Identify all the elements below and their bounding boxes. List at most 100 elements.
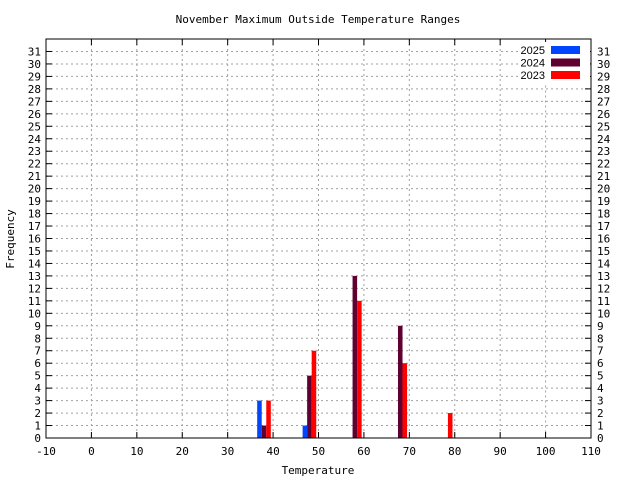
y-tick-label-right: 28 bbox=[597, 83, 610, 96]
y-tick-label-right: 20 bbox=[597, 183, 610, 196]
x-tick-label: 60 bbox=[357, 445, 370, 458]
y-tick-label-right: 21 bbox=[597, 170, 610, 183]
y-tick-label-left: 22 bbox=[28, 158, 41, 171]
y-tick-label-right: 4 bbox=[597, 382, 604, 395]
x-axis-label: Temperature bbox=[282, 464, 355, 477]
y-tick-label-left: 16 bbox=[28, 233, 41, 246]
y-tick-label-left: 21 bbox=[28, 170, 41, 183]
y-tick-label-right: 19 bbox=[597, 195, 610, 208]
legend-label-2023: 2023 bbox=[521, 70, 545, 82]
y-tick-label-right: 22 bbox=[597, 158, 610, 171]
y-tick-label-left: 25 bbox=[28, 120, 41, 133]
y-tick-label-right: 16 bbox=[597, 233, 610, 246]
y-tick-label-right: 9 bbox=[597, 320, 604, 333]
y-tick-label-right: 31 bbox=[597, 45, 610, 58]
y-tick-label-right: 24 bbox=[597, 133, 611, 146]
x-tick-label: 0 bbox=[88, 445, 95, 458]
x-tick-label: 50 bbox=[312, 445, 325, 458]
bars bbox=[257, 275, 453, 438]
y-tick-label-left: 8 bbox=[34, 332, 41, 345]
legend-label-2024: 2024 bbox=[521, 58, 545, 70]
y-tick-label-left: 31 bbox=[28, 45, 41, 58]
y-tick-label-left: 11 bbox=[28, 295, 41, 308]
y-tick-label-left: 17 bbox=[28, 220, 41, 233]
y-tick-label-right: 6 bbox=[597, 357, 604, 370]
y-tick-label-left: 4 bbox=[34, 382, 41, 395]
y-tick-label-right: 7 bbox=[597, 345, 604, 358]
legend-label-2025: 2025 bbox=[521, 45, 545, 57]
y-tick-label-right: 18 bbox=[597, 208, 610, 221]
y-tick-label-right: 26 bbox=[597, 108, 610, 121]
y-tick-label-left: 26 bbox=[28, 108, 41, 121]
legend-swatch-2024 bbox=[551, 58, 580, 67]
y-tick-label-right: 12 bbox=[597, 282, 610, 295]
y-tick-label-right: 14 bbox=[597, 257, 611, 270]
x-tick-label: 70 bbox=[403, 445, 416, 458]
y-tick-label-left: 2 bbox=[34, 407, 41, 420]
x-tick-label: 110 bbox=[581, 445, 601, 458]
y-tick-label-right: 5 bbox=[597, 370, 604, 383]
y-tick-label-right: 30 bbox=[597, 58, 610, 71]
bar-2023-59 bbox=[357, 300, 362, 438]
y-tick-label-left: 19 bbox=[28, 195, 41, 208]
y-tick-label-left: 23 bbox=[28, 145, 41, 158]
x-tick-label: 40 bbox=[266, 445, 279, 458]
x-tick-label: 10 bbox=[130, 445, 143, 458]
y-tick-label-right: 13 bbox=[597, 270, 610, 283]
y-tick-label-right: 23 bbox=[597, 145, 610, 158]
y-axis-label: Frequency bbox=[4, 209, 17, 269]
y-tick-label-left: 3 bbox=[34, 395, 41, 408]
y-tick-label-left: 14 bbox=[28, 257, 42, 270]
y-tick-label-right: 27 bbox=[597, 95, 610, 108]
y-tick-label-right: 10 bbox=[597, 307, 610, 320]
y-tick-label-left: 27 bbox=[28, 95, 41, 108]
y-tick-label-left: 9 bbox=[34, 320, 41, 333]
y-tick-label-right: 29 bbox=[597, 70, 610, 83]
y-tick-label-left: 29 bbox=[28, 70, 41, 83]
y-tick-label-right: 1 bbox=[597, 420, 604, 433]
y-tick-label-right: 11 bbox=[597, 295, 610, 308]
y-tick-label-right: 0 bbox=[597, 432, 604, 445]
bar-2023-49 bbox=[311, 350, 317, 438]
legend-swatch-2023 bbox=[551, 71, 580, 79]
bar-2023-79 bbox=[447, 413, 453, 438]
grid-lines bbox=[46, 39, 591, 438]
y-tick-label-left: 20 bbox=[28, 183, 41, 196]
bar-2024-58 bbox=[352, 275, 358, 438]
y-tick-label-left: 12 bbox=[28, 282, 41, 295]
y-tick-label-left: 1 bbox=[34, 420, 41, 433]
y-tick-label-left: 28 bbox=[28, 83, 41, 96]
y-tick-label-right: 15 bbox=[597, 245, 610, 258]
y-tick-label-right: 3 bbox=[597, 395, 604, 408]
x-tick-label: 90 bbox=[494, 445, 507, 458]
bar-2024-68 bbox=[397, 325, 403, 438]
y-tick-label-left: 6 bbox=[34, 357, 41, 370]
y-tick-label-left: 7 bbox=[34, 345, 41, 358]
y-tick-label-right: 8 bbox=[597, 332, 604, 345]
y-tick-label-left: 18 bbox=[28, 208, 41, 221]
bar-2024-48 bbox=[307, 375, 312, 438]
x-tick-label: -10 bbox=[36, 445, 56, 458]
bar-2025-37 bbox=[257, 400, 262, 438]
x-tick-label: 80 bbox=[448, 445, 461, 458]
y-tick-label-right: 17 bbox=[597, 220, 610, 233]
bar-2023-69 bbox=[402, 363, 408, 438]
y-tick-label-right: 2 bbox=[597, 407, 604, 420]
bar-2023-39 bbox=[266, 400, 271, 438]
y-tick-label-left: 10 bbox=[28, 307, 41, 320]
x-tick-label: 20 bbox=[176, 445, 189, 458]
y-tick-label-right: 25 bbox=[597, 120, 610, 133]
bar-2025-47 bbox=[302, 425, 308, 438]
y-tick-label-left: 24 bbox=[28, 133, 42, 146]
y-tick-label-left: 15 bbox=[28, 245, 41, 258]
chart-title: November Maximum Outside Temperature Ran… bbox=[176, 13, 461, 26]
bar-2024-38 bbox=[261, 425, 267, 438]
y-tick-label-left: 5 bbox=[34, 370, 41, 383]
legend-swatch-2025 bbox=[551, 46, 580, 54]
y-tick-label-left: 13 bbox=[28, 270, 41, 283]
y-tick-label-left: 30 bbox=[28, 58, 41, 71]
x-tick-label: 30 bbox=[221, 445, 234, 458]
